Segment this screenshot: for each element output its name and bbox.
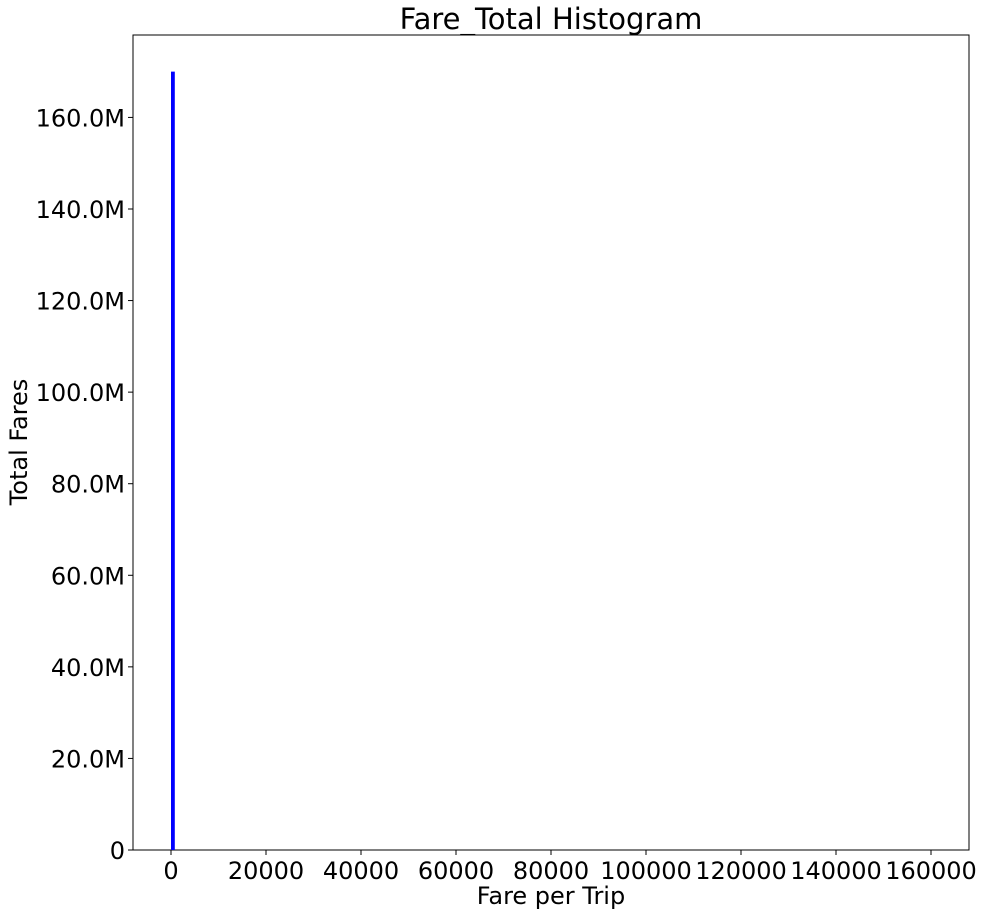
y-axis-label: Total Fares: [5, 379, 33, 507]
y-tick-label: 140.0M: [36, 196, 125, 224]
y-tick-label: 100.0M: [36, 379, 125, 407]
y-tick-label: 120.0M: [36, 288, 125, 316]
y-axis-ticks: 0 20.0M 40.0M 60.0M 80.0M 100.0M 120.0M 140.0M 1…: [36, 104, 133, 865]
chart-title: Fare_Total Histogram: [400, 2, 703, 36]
bars-group: [171, 71, 175, 850]
x-tick-label: 160000: [885, 857, 977, 885]
plot-frame: [132, 34, 970, 851]
x-tick-label: 120000: [695, 857, 787, 885]
y-tick-label: 40.0M: [51, 654, 125, 682]
histogram-bar-0: [171, 71, 175, 850]
y-tick-label: 80.0M: [51, 471, 125, 499]
x-tick-label: 80000: [513, 857, 589, 885]
y-tick-label: 160.0M: [36, 104, 125, 132]
x-tick-label: 100000: [600, 857, 692, 885]
x-tick-label: 20000: [228, 857, 304, 885]
x-tick-label: 0: [163, 857, 178, 885]
x-axis-ticks: 0 20000 40000 60000 80000 100000 120000 140000 1…: [163, 850, 977, 885]
x-tick-label: 40000: [323, 857, 399, 885]
x-axis-label: Fare per Trip: [477, 882, 625, 910]
x-tick-label: 60000: [418, 857, 494, 885]
y-tick-label: 0: [110, 837, 125, 865]
y-tick-label: 20.0M: [51, 745, 125, 773]
plot-area: 0 20000 40000 60000 80000 100000 120000 140000 1…: [36, 34, 977, 885]
y-tick-label: 60.0M: [51, 562, 125, 590]
x-tick-label: 140000: [790, 857, 882, 885]
